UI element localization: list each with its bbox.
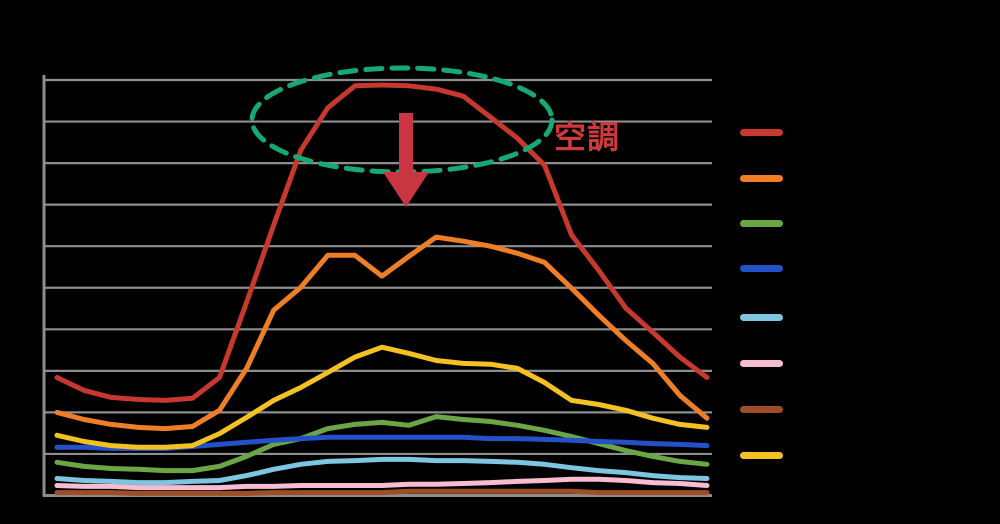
legend-swatch-series-2 <box>740 174 783 182</box>
series-line-series-8 <box>54 344 710 450</box>
series-line-series-7 <box>54 488 710 496</box>
legend-swatch-series-6 <box>740 359 783 367</box>
legend-swatch-series-5 <box>740 313 783 321</box>
down-arrow-icon <box>383 113 429 207</box>
legend-swatch-series-7 <box>740 405 783 413</box>
annotation-label: 空調 <box>554 119 621 155</box>
series-line-air-conditioning <box>54 82 710 403</box>
legend-swatch-series-8 <box>740 451 783 459</box>
legend <box>740 0 800 524</box>
legend-swatch-air-conditioning <box>740 128 783 136</box>
series-line-series-5 <box>54 456 710 486</box>
legend-swatch-series-3 <box>740 219 783 227</box>
series-line-series-2 <box>54 234 710 432</box>
series-line-series-6 <box>54 476 710 491</box>
legend-swatch-series-4 <box>740 264 783 272</box>
